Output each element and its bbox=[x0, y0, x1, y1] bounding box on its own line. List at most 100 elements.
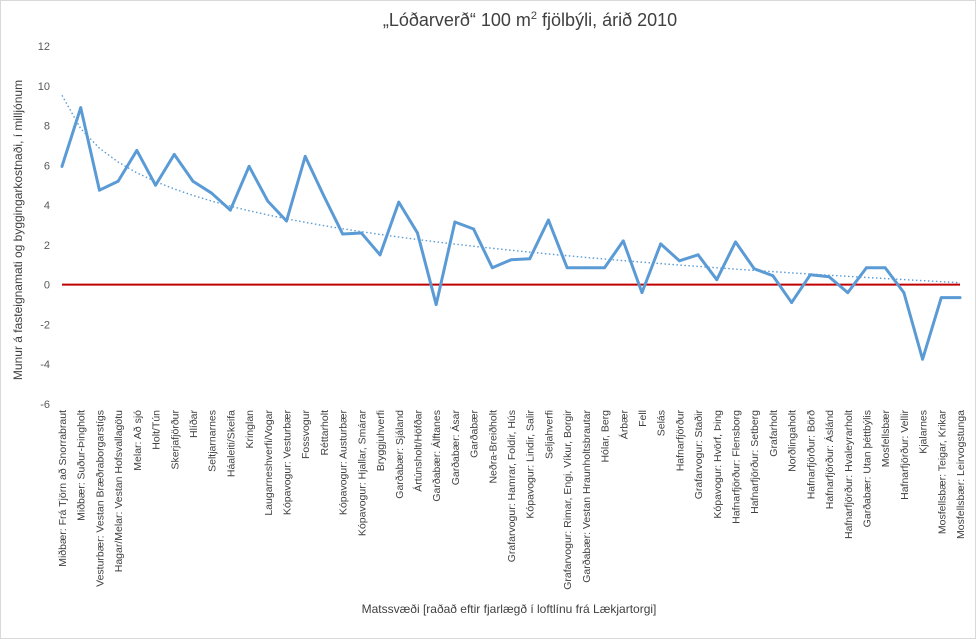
y-tick-label: 0 bbox=[44, 280, 50, 292]
data-point bbox=[98, 188, 101, 192]
x-tick-label: Kópavogur: Hvörf, Þing bbox=[712, 410, 724, 519]
x-tick-label: Hafnarfjörður: Hvaleyrarholt bbox=[843, 410, 855, 539]
x-tick-label: Hafnarfjörður: Vellir bbox=[899, 410, 911, 500]
data-point bbox=[921, 357, 924, 361]
data-point bbox=[509, 258, 513, 262]
data-point bbox=[135, 149, 139, 152]
x-tick-label: Fell bbox=[637, 410, 649, 427]
data-point bbox=[584, 266, 588, 270]
y-tick-label: 4 bbox=[44, 200, 50, 212]
x-tick-label: Vesturbær: Vestan Bræðraborgarstígs bbox=[94, 410, 106, 587]
x-tick-label: Skerjafjörður bbox=[169, 410, 181, 470]
y-tick-label: 10 bbox=[38, 81, 50, 93]
x-tick-label: Miðbær: Suður-Þingholt bbox=[76, 410, 88, 521]
x-tick-label: Kópavogur: Hjallar, Smárar bbox=[356, 410, 368, 537]
data-point bbox=[285, 219, 288, 223]
data-point bbox=[191, 179, 195, 183]
data-point bbox=[154, 183, 157, 187]
x-tick-label: Grafarvogur: Hamrar, Foldir, Hús bbox=[506, 410, 518, 562]
data-point bbox=[771, 274, 775, 278]
y-tick-label: -4 bbox=[40, 359, 50, 371]
x-tick-label: Hafnarfjörður: Setberg bbox=[749, 410, 761, 514]
data-point bbox=[696, 253, 700, 257]
chart-title-main: „Lóðarverð“ 100 m bbox=[383, 10, 531, 30]
y-tick-label: -6 bbox=[40, 399, 50, 411]
data-point bbox=[472, 227, 475, 231]
data-point bbox=[79, 106, 83, 110]
x-tick-label: Garðabær bbox=[469, 410, 481, 458]
x-tick-label: Fossvogur bbox=[300, 410, 312, 460]
x-tick-label: Holt/Tún bbox=[151, 410, 163, 450]
data-point bbox=[621, 239, 625, 243]
data-point bbox=[359, 231, 363, 235]
data-point bbox=[808, 273, 812, 277]
x-tick-label: Árbær bbox=[617, 410, 630, 440]
data-point bbox=[883, 266, 887, 270]
data-point bbox=[677, 259, 681, 263]
data-point bbox=[397, 200, 401, 204]
y-tick-label: 12 bbox=[38, 41, 50, 53]
data-point bbox=[322, 194, 326, 198]
x-tick-label: Hafnarfjörður: Flensborg bbox=[731, 410, 743, 524]
y-tick-label: 2 bbox=[44, 240, 50, 252]
y-tick-label: -2 bbox=[40, 319, 50, 331]
data-point bbox=[827, 275, 831, 279]
data-point bbox=[640, 291, 644, 295]
x-tick-label: Norðlingaholt bbox=[787, 410, 799, 472]
y-tick-label: 6 bbox=[44, 160, 50, 172]
x-tick-label: Bryggjuhverfi bbox=[375, 410, 387, 471]
data-point bbox=[715, 278, 719, 282]
x-tick-label: Hafnarfjörður bbox=[674, 410, 686, 472]
x-tick-label: Garðabær: Álftanes bbox=[430, 410, 443, 502]
x-tick-label: Háaleiti/Skeifa bbox=[225, 410, 237, 477]
x-tick-label: Garðabær: Utan þéttbýlis bbox=[861, 410, 873, 527]
x-tick-label: Kópavogur: Lindir, Salir bbox=[525, 410, 537, 519]
data-point bbox=[266, 199, 270, 203]
plot-area bbox=[60, 94, 962, 361]
x-tick-label: Hagar/Melar: Vestan Hofsvallagötu bbox=[113, 410, 125, 572]
data-point bbox=[939, 296, 943, 299]
data-point bbox=[378, 253, 382, 257]
data-point bbox=[116, 179, 120, 183]
x-tick-label: Laugarneshverfi/Vogar bbox=[263, 409, 275, 515]
x-tick-label: Mosfellsbær: Leirvogstunga bbox=[955, 410, 967, 539]
data-point bbox=[547, 218, 550, 222]
chart-title: „Lóðarverð“ 100 m2 fjölbýli, árið 2010 bbox=[383, 10, 677, 30]
chart-title-rest: fjölbýli, árið 2010 bbox=[537, 10, 677, 30]
x-tick-label: Selás bbox=[656, 410, 668, 436]
data-point bbox=[865, 266, 868, 270]
x-tick-label: Garðabær: Vestan Hraunholtsbrautar bbox=[581, 409, 593, 582]
data-point bbox=[434, 303, 438, 306]
x-tick-label: Kringlan bbox=[244, 410, 256, 449]
data-point bbox=[210, 191, 214, 195]
data-point bbox=[603, 266, 606, 270]
data-point bbox=[659, 242, 663, 246]
data-point bbox=[734, 240, 737, 244]
data-point bbox=[902, 291, 906, 295]
x-tick-label: Hólar, Berg bbox=[600, 410, 612, 463]
x-tick-label: Hafnarfjörður: Börð bbox=[805, 410, 817, 499]
data-point bbox=[790, 301, 794, 304]
data-point bbox=[228, 208, 232, 212]
x-axis-ticks: Miðbær: Frá Tjörn að Snorrabraut Miðbær: … bbox=[57, 409, 967, 589]
x-tick-label: Réttarholt bbox=[319, 410, 331, 456]
x-tick-label: Garðabær: Ásar bbox=[449, 409, 462, 485]
x-tick-label: Kópavogur: Vesturbær bbox=[282, 409, 294, 515]
x-axis-label: Matssvæði [raðað eftir fjarlægð í loftlí… bbox=[362, 602, 657, 616]
data-point bbox=[341, 232, 345, 236]
x-tick-label: Kópavogur: Austurbær bbox=[338, 409, 350, 515]
data-point bbox=[490, 266, 494, 270]
data-point bbox=[416, 231, 419, 235]
x-tick-label: Grafarvogur: Rimar, Engi, Víkur, Borgir bbox=[562, 410, 574, 590]
x-tick-label: Neðra-Breiðholt bbox=[487, 410, 499, 484]
data-point bbox=[303, 154, 307, 158]
x-tick-label: Mosfellsbær: Teigar, Krikar bbox=[936, 410, 948, 535]
x-tick-label: Grafarvogur: Staðir bbox=[693, 410, 705, 500]
x-tick-label: Hlíðar bbox=[188, 410, 200, 439]
x-tick-label: Miðbær: Frá Tjörn að Snorrabraut bbox=[57, 410, 69, 567]
x-tick-label: Hafnarfjörður: Áslánd bbox=[823, 410, 836, 509]
x-tick-label: Seljahverfi bbox=[543, 410, 555, 459]
data-point bbox=[60, 164, 64, 168]
